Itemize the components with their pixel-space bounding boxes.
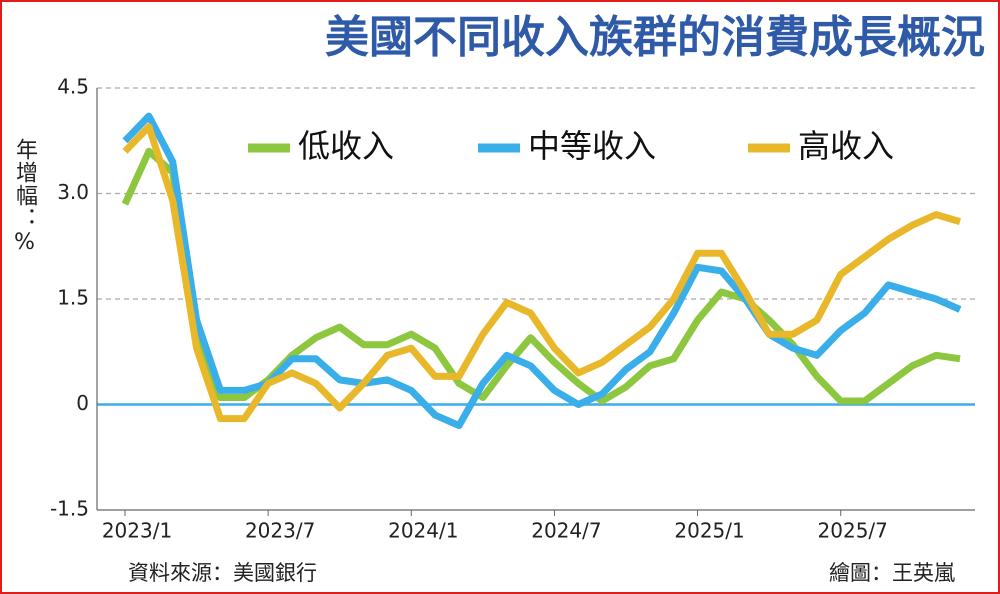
- x-tick-label: 2023/1: [102, 519, 172, 543]
- legend-label: 低收入: [298, 127, 394, 165]
- legend-label: 中等收入: [528, 127, 656, 165]
- x-tick-label: 2024/7: [531, 519, 601, 543]
- credit: 繪圖：王英嵐: [829, 561, 955, 585]
- y-tick-label: -1.5: [50, 497, 89, 521]
- x-tick-label: 2025/1: [674, 519, 744, 543]
- chart-title: 美國不同收入族群的消費成長概況: [325, 12, 985, 63]
- y-axis-label: 年增幅：%: [12, 138, 37, 256]
- x-tick-label: 2023/7: [245, 519, 315, 543]
- source: 資料來源：美國銀行: [128, 561, 317, 585]
- x-tick-label: 2025/7: [818, 519, 888, 543]
- y-tick-label: 0: [76, 391, 89, 415]
- y-tick-label: 3.0: [57, 180, 89, 204]
- y-tick-label: 1.5: [57, 286, 89, 310]
- legend-label: 高收入: [798, 127, 894, 165]
- y-tick-label: 4.5: [57, 75, 89, 99]
- series-line: [122, 123, 961, 423]
- x-tick-label: 2024/1: [388, 519, 458, 543]
